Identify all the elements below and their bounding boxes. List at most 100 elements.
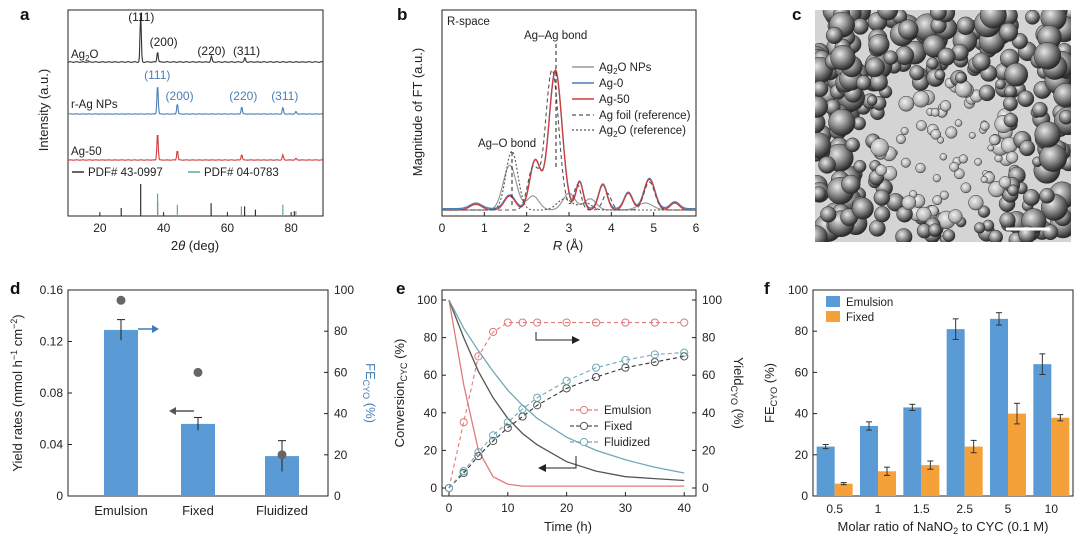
- panel-b-xtick-label: 4: [608, 221, 615, 235]
- droplet: [851, 197, 874, 220]
- panel-f-legend-label: Fixed: [846, 312, 874, 324]
- droplet: [815, 112, 826, 134]
- droplet: [942, 229, 956, 242]
- panel-d-ytick-right-label: 80: [334, 324, 348, 338]
- droplet: [1034, 121, 1061, 148]
- panel-e-ylabel: ConversionCYC (%): [392, 339, 409, 448]
- panel-e-ytick-right-label: 80: [702, 331, 716, 345]
- droplet: [953, 168, 965, 180]
- panel-a-ref1-label: PDF# 43-0997: [88, 167, 163, 179]
- panel-e-ylabel-right: YieldCYO (%): [729, 357, 746, 429]
- droplet: [870, 138, 889, 157]
- droplet: [855, 75, 872, 91]
- droplet: [877, 10, 899, 21]
- panel-a-ylabel: Intensity (a.u.): [36, 69, 51, 151]
- panel-label-f: f: [764, 279, 770, 298]
- panel-e-ytick-right-label: 20: [702, 443, 716, 457]
- panel-e-frame: [441, 289, 697, 497]
- panel-e-ytick-right-label: 60: [702, 368, 716, 382]
- droplet: [995, 78, 1006, 90]
- panel-b-xlabel: R (Å): [553, 238, 583, 253]
- droplet: [895, 228, 913, 242]
- panel-f-legend-label: Emulsion: [846, 297, 893, 309]
- droplet: [934, 69, 946, 81]
- droplet: [868, 219, 886, 237]
- droplet: [954, 80, 973, 98]
- panel-d-left-arrowhead: [169, 407, 176, 415]
- panel-e-legend-label: Fluidized: [604, 437, 650, 449]
- panel-e-yield-point: [489, 327, 498, 337]
- panel-label-e: e: [396, 279, 405, 298]
- panel-e-yield-point: [518, 318, 527, 327]
- panel-e-yield-point: [591, 318, 601, 327]
- panel-f-ytick-label: 40: [795, 407, 809, 421]
- droplet: [873, 189, 891, 206]
- droplet: [895, 45, 915, 66]
- panel-a-label-ragnp: r-Ag NPs: [71, 99, 118, 111]
- droplet: [937, 47, 956, 66]
- panel-a-peak-label: (220): [229, 89, 257, 103]
- panel-b-legend-5: Ag2O (reference): [599, 125, 686, 139]
- panel-d-ytick-right-label: 100: [334, 283, 354, 297]
- panel-e-conversion-fluidized: [448, 299, 685, 474]
- droplet: [900, 157, 911, 168]
- panel-e-yield-point: [680, 318, 689, 327]
- droplet: [868, 33, 890, 56]
- droplet: [948, 209, 963, 224]
- droplet: [1019, 140, 1036, 157]
- panel-d-category-label: Fixed: [182, 503, 214, 518]
- droplet: [898, 19, 919, 40]
- droplet: [979, 10, 1007, 29]
- panel-e-xtick-label: 30: [619, 501, 633, 515]
- droplet: [945, 126, 958, 139]
- droplet: [895, 134, 906, 145]
- panel-e-legend-label: Fixed: [604, 421, 632, 433]
- panel-d-fe-point: [116, 295, 126, 305]
- droplet: [912, 90, 930, 108]
- panel-e-yield-point: [459, 466, 468, 476]
- panel-d-category-label: Fluidized: [256, 503, 308, 518]
- droplet: [818, 156, 836, 174]
- panel-e-right-arrowhead: [572, 336, 580, 344]
- panel-e-ytick-right-label: 40: [702, 406, 716, 420]
- panel-a-trace-1: [67, 13, 323, 63]
- panel-a-traces: (111) (200) (220) (311) (111) (200) (220) (311): [67, 10, 323, 216]
- panel-b-xticks: 0 1 2 3 4 5 6: [439, 212, 700, 235]
- droplet: [825, 26, 844, 44]
- droplet: [1017, 90, 1035, 108]
- panel-e-yield-point: [562, 376, 571, 385]
- panel-d-ytick-label: 0.08: [40, 386, 64, 400]
- droplet: [1042, 224, 1059, 241]
- droplet: [980, 121, 990, 131]
- panel-d-ylabel: Yield rates (mmol h−1 cm−2): [9, 314, 25, 471]
- emulsion-droplets-image: [815, 10, 1071, 242]
- panel-f-bar-emulsion: [903, 407, 922, 496]
- panel-b-legend-1: Ag2O NPs: [599, 62, 652, 76]
- droplet: [815, 225, 828, 242]
- panel-f-legend-swatch: [826, 296, 840, 307]
- droplet: [960, 182, 972, 194]
- droplet: [875, 164, 887, 176]
- panel-f-bar-fixed: [878, 471, 896, 496]
- droplet: [898, 95, 915, 112]
- droplet: [932, 195, 943, 206]
- panel-e-ytick-label: 60: [424, 368, 438, 382]
- panel-f-bar-fixed: [964, 446, 983, 496]
- panel-d-bar-fixed: [181, 423, 215, 496]
- droplet: [1004, 84, 1017, 98]
- droplet: [1058, 109, 1071, 125]
- droplet: [1053, 82, 1071, 108]
- droplet: [994, 154, 1003, 163]
- droplet: [929, 10, 947, 21]
- panel-b-title: R-space: [447, 16, 490, 28]
- droplet: [974, 158, 982, 166]
- panel-e-yield-point: [562, 318, 571, 327]
- panel-e-yield-point: [503, 423, 512, 432]
- panel-b-xtick-label: 6: [693, 221, 700, 235]
- panel-f-category-label: 1.5: [913, 502, 930, 516]
- panel-e-yield-point: [489, 431, 498, 440]
- panel-b-exafs: b 0 1 2 3 4 5 6 R-space Magnitude of FT (a.u.)…: [397, 5, 700, 253]
- panel-e-yield-point: [474, 352, 483, 361]
- panel-label-d: d: [10, 279, 20, 298]
